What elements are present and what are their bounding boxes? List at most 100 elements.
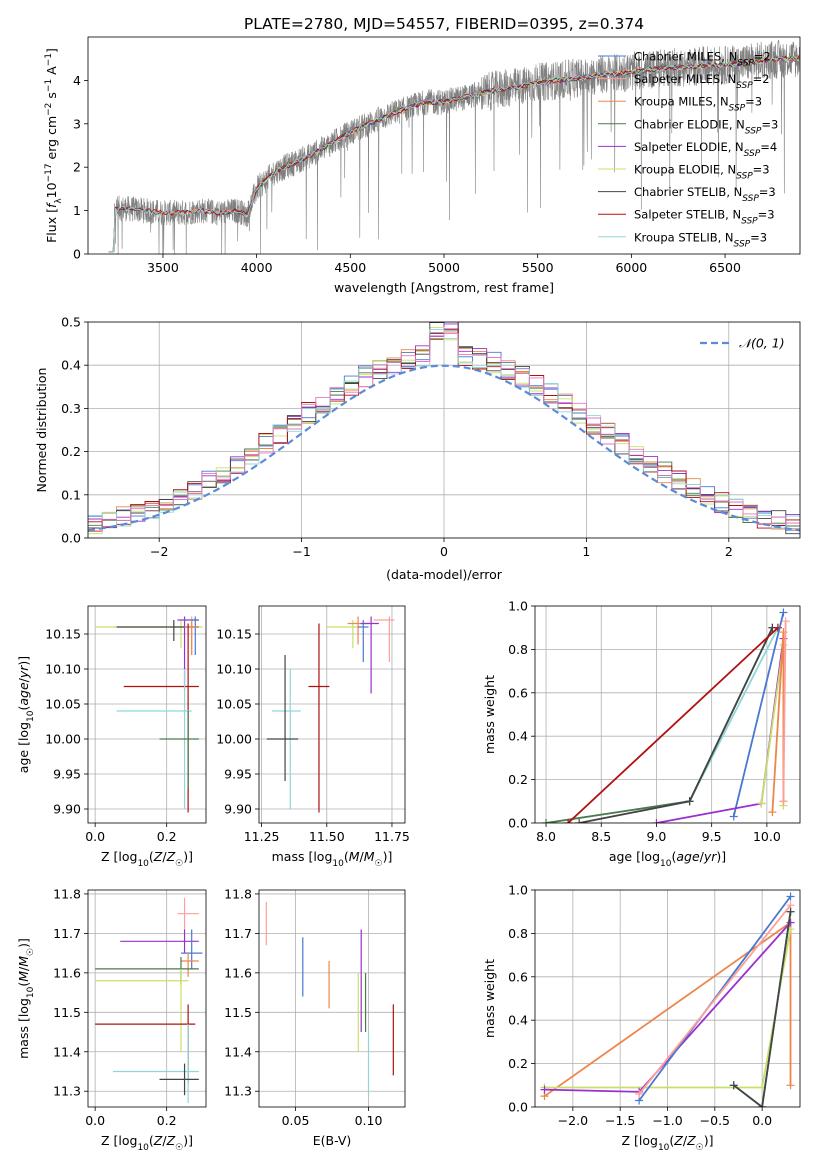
x-tick-label: 0.2 (157, 829, 177, 844)
error-point-6 (95, 968, 189, 1052)
y-tick-label: 10.00 (216, 732, 252, 747)
weight-marker (635, 1089, 644, 1098)
x-tick-label: 8.5 (591, 829, 611, 844)
y-tick-label: 9.90 (53, 802, 81, 817)
axes-frame (534, 889, 801, 1108)
weight-marker (786, 892, 795, 901)
weight-marker (564, 819, 573, 823)
x-tick-label: −2 (150, 544, 168, 559)
error-point-5 (358, 620, 369, 662)
y-tick-label: 11.4 (53, 1044, 81, 1059)
axes-frame (87, 36, 801, 255)
axes-spectrum: 3500 4000 4500 5000 5500 6000 6500 0 1 2 3 4 wavelen… (44, 36, 801, 295)
weight-line-3 (579, 627, 774, 823)
axes-mass_vs_EBV: 0.05 0.10 11.3 11.4 11.5 11.6 11.7 11.8 E(B-V) (224, 886, 406, 1148)
plot-area (535, 606, 800, 823)
x-tick-label: −0.5 (700, 1113, 730, 1128)
error-point-9 (159, 1063, 199, 1096)
x-tick-label: 0.2 (157, 1113, 177, 1128)
x-axis-label: (data-model)/error (386, 567, 503, 582)
weight-marker (542, 819, 551, 823)
y-tick-label: 0.5 (61, 315, 81, 330)
x-tick-label: 0.05 (282, 1113, 310, 1128)
error-point-1 (326, 620, 359, 648)
weight-marker (729, 1081, 738, 1090)
x-axis-label: age [log10(age/yr)] (609, 849, 726, 869)
x-tick-label: −1.0 (652, 1113, 682, 1128)
x-tick-label: 11.50 (309, 829, 345, 844)
y-axis-label: Flux [fλ10−17 erg cm−2 s−1 A−1] (44, 48, 64, 243)
y-tick-label: 11.7 (53, 926, 81, 941)
x-tick-label: 6500 (709, 260, 741, 275)
y-axis-label: mass [log10(M/M☉)] (16, 938, 36, 1059)
x-tick-label: −2.0 (558, 1113, 588, 1128)
y-tick-label: 11.6 (224, 965, 252, 980)
x-axis-label: Z [log10(Z/Z☉)] (621, 1133, 713, 1153)
y-tick-label: 10.05 (216, 697, 252, 712)
error-point-2 (116, 620, 199, 641)
y-tick-label: 0.3 (61, 401, 81, 416)
x-tick-label: 0.10 (355, 1113, 383, 1128)
y-tick-label: 4 (73, 73, 81, 88)
x-tick-label: 10.0 (753, 829, 781, 844)
x-axis-label: wavelength [Angstrom, rest frame] (334, 280, 554, 295)
plot-area (259, 606, 405, 823)
y-tick-label: 9.95 (53, 767, 81, 782)
model-line-9 (108, 56, 800, 253)
weight-marker (685, 797, 694, 806)
y-tick-label: 0.4 (508, 1013, 528, 1028)
y-tick-label: 11.4 (224, 1044, 252, 1059)
error-point-3 (180, 929, 203, 969)
x-tick-label: 9.5 (702, 829, 722, 844)
weight-marker (757, 799, 766, 808)
x-tick-label: −1 (292, 544, 310, 559)
figure-title: PLATE=2780, MJD=54557, FIBERID=0395, z=0… (244, 15, 644, 33)
x-tick-label: 0.0 (85, 829, 105, 844)
x-axis-label: Z [log10(Z/Z☉)] (101, 849, 193, 869)
y-tick-label: 0.6 (508, 969, 528, 984)
legend-entry: Chabrier MILES, NSSP=2 (634, 50, 771, 69)
plot-area (259, 890, 405, 1107)
y-tick-label: 11.5 (53, 1005, 81, 1020)
residual-hist-9 (88, 332, 800, 532)
y-tick-label: 3 (73, 116, 81, 131)
weight-line-9 (782, 621, 787, 802)
weight-marker (652, 819, 661, 823)
y-tick-label: 0.4 (508, 729, 528, 744)
axes-weight_vs_Z: −2.0 −1.5 −1.0 −0.5 0.0 0.0 0.2 0.4 0.6 0.8 1.0 Z [… (482, 883, 801, 1153)
x-axis-label: Z [log10(Z/Z☉)] (101, 1133, 193, 1153)
x-tick-label: 11.25 (244, 829, 280, 844)
x-axis-label: E(B-V) (313, 1133, 352, 1148)
y-tick-label: 10.15 (216, 627, 252, 642)
legend-entry: Kroupa MILES, NSSP=3 (634, 95, 762, 114)
legend-entry: Kroupa ELODIE, NSSP=3 (634, 163, 770, 182)
weight-marker (540, 1085, 549, 1094)
axes-age_vs_mass: 11.25 11.50 11.75 9.90 9.95 10.00 10.05 10.10 10… (216, 605, 410, 869)
error-point-2 (120, 929, 199, 954)
axes-frame (87, 605, 207, 824)
y-tick-label: 0.2 (61, 444, 81, 459)
y-tick-label: 11.7 (224, 926, 252, 941)
error-point-4 (373, 616, 395, 662)
weight-marker (786, 907, 795, 916)
x-tick-label: 8.0 (536, 829, 556, 844)
weight-line-8 (771, 631, 785, 813)
y-tick-label: 10.10 (45, 662, 81, 677)
axes-mass_vs_Z: 0.0 0.2 11.3 11.4 11.5 11.6 11.7 11.8 Z [log10(Z… (16, 886, 207, 1153)
error-point-6 (308, 623, 330, 813)
y-tick-label: 11.8 (224, 886, 252, 901)
y-tick-label: 0.0 (508, 1100, 528, 1115)
y-tick-label: 0.2 (508, 772, 528, 787)
legend-entry: Salpeter STELIB, NSSP=3 (634, 208, 775, 227)
x-tick-label: 9.0 (647, 829, 667, 844)
axes-frame (534, 605, 801, 824)
axes-frame (258, 605, 406, 824)
weight-line-7 (760, 644, 785, 806)
error-point-8 (266, 655, 299, 781)
legend-entry: Salpeter MILES, NSSP=2 (634, 72, 770, 91)
x-tick-label: 11.75 (374, 829, 410, 844)
y-tick-label: 1.0 (508, 599, 528, 614)
legend-entry: Chabrier ELODIE, NSSP=3 (634, 117, 778, 136)
error-point-4 (180, 953, 199, 977)
